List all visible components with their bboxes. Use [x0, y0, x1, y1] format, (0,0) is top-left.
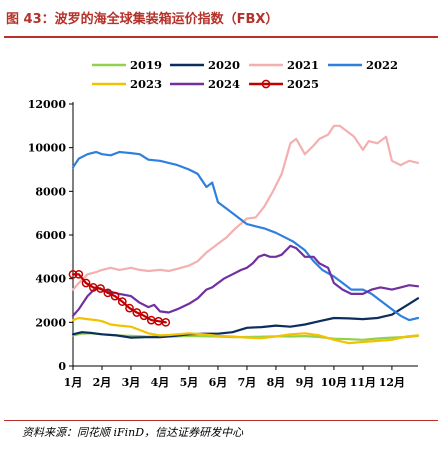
x-tick-label: 8月 [267, 376, 286, 389]
legend-marker-2025 [261, 79, 271, 89]
series-line-2020 [71, 297, 420, 339]
source-note: 资料来源：同花顺 iFinD，信达证券研发中心 [22, 426, 244, 439]
x-tick-label: 11月 [350, 376, 376, 389]
y-tick-label: 0 [58, 360, 66, 373]
fbx-line-chart: 2019 2020 2021 2022 2023 2024 2025 0 2000 4000 60… [28, 58, 420, 389]
x-tick-label: 10月 [321, 376, 347, 389]
series-line-2025 [71, 273, 167, 324]
legend-label-2025: 2025 [287, 77, 319, 91]
data-point-2025 [125, 303, 134, 313]
source-divider [4, 420, 438, 421]
y-tick-label: 12000 [28, 98, 67, 111]
series-line-2023 [71, 316, 420, 345]
y-tick-label: 10000 [28, 142, 67, 155]
legend-label-2021: 2021 [287, 58, 319, 72]
y-tick-label: 6000 [35, 229, 66, 242]
x-tick-label: 3月 [122, 376, 141, 389]
data-point-2025 [110, 291, 120, 301]
x-tick-label: 7月 [238, 376, 257, 389]
plot-area [68, 124, 420, 345]
chart-legend: 2019 2020 2021 2022 2023 2024 2025 [92, 58, 398, 91]
data-point-2025 [139, 311, 149, 321]
data-point-2025 [81, 278, 91, 288]
x-tick-label: 4月 [151, 376, 170, 389]
series-line-2022 [71, 150, 420, 322]
y-tick-label: 2000 [35, 316, 66, 329]
y-tick-label: 4000 [35, 273, 66, 286]
legend-label-2019: 2019 [130, 58, 162, 72]
x-tick-label: 6月 [209, 376, 228, 389]
x-tick-label: 5月 [180, 376, 199, 389]
series-line-2024 [71, 244, 420, 317]
chart-axes: 0 2000 4000 6000 8000 10000 12000 1月 2月 3月 4月 5月 6月 7… [28, 98, 418, 389]
figure-title: 图 43：波罗的海全球集装箱运价指数（FBX） [6, 12, 279, 27]
data-point-2025 [103, 288, 113, 298]
x-tick-label: 9月 [296, 376, 315, 389]
data-point-2025 [96, 284, 105, 293]
data-point-2025 [117, 297, 127, 306]
data-point-2025 [68, 269, 78, 279]
legend-label-2024: 2024 [208, 77, 240, 91]
x-tick-label: 12月 [379, 376, 405, 389]
legend-label-2020: 2020 [208, 58, 240, 72]
series-line-2021 [71, 124, 420, 291]
data-point-2025 [161, 317, 171, 327]
y-tick-label: 8000 [35, 185, 66, 198]
x-tick-label: 2月 [93, 376, 112, 389]
x-tick-label: 1月 [64, 376, 83, 389]
data-point-2025 [132, 308, 142, 317]
legend-label-2022: 2022 [366, 58, 398, 72]
title-divider [4, 36, 438, 38]
legend-label-2023: 2023 [130, 77, 162, 91]
data-point-2025 [74, 269, 84, 279]
